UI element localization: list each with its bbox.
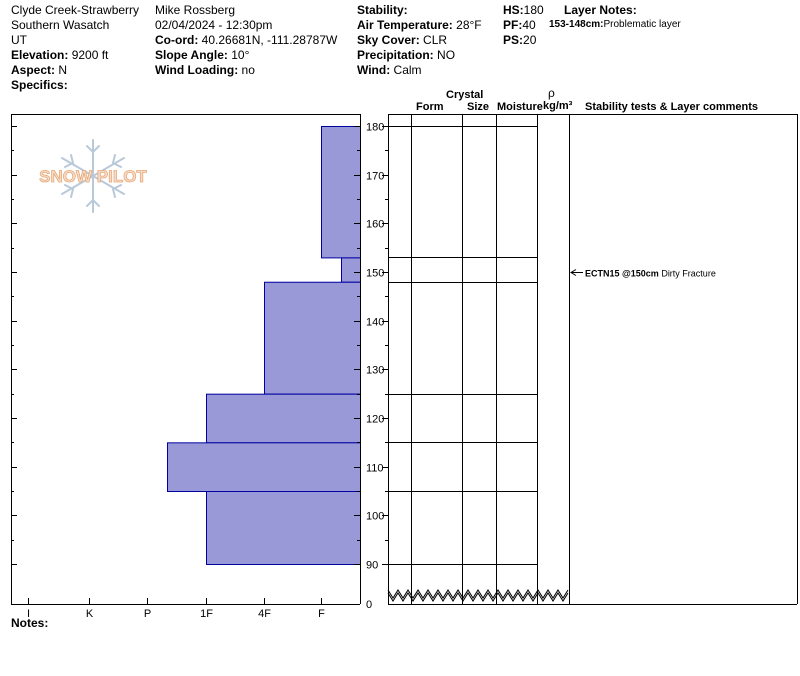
hardness-layer-1 <box>341 257 361 283</box>
col-density: kg/m³ <box>543 100 573 112</box>
xtick-label-K: K <box>86 608 94 620</box>
header-col-conditions: Stability: Air Temperature: 28°F Sky Cov… <box>357 3 482 78</box>
col-moisture: Moisture <box>497 101 543 113</box>
ytick-label-120: 120 <box>366 414 384 426</box>
header-col-snow: HS:180 PF:40 PS:20 <box>503 3 544 48</box>
wind-loading: Wind Loading: no <box>155 63 255 77</box>
hardness-layer-0 <box>321 126 361 259</box>
col-stability-comments: Stability tests & Layer comments <box>585 101 759 113</box>
ytick-label-160: 160 <box>366 219 384 231</box>
ytick-label-180: 180 <box>366 122 384 134</box>
stability-test-comment: Dirty Fracture <box>659 269 716 279</box>
ps: PS:20 <box>503 33 537 47</box>
layer-notes: Layer Notes: <box>564 3 637 18</box>
stability-test-code: ECTN15 @150cm <box>585 269 659 279</box>
axis-break-upper <box>387 589 569 599</box>
snowflake-icon: SNOW PILOT <box>39 139 148 213</box>
air-temperature: Air Temperature: 28°F <box>357 18 482 32</box>
range: Southern Wasatch <box>11 18 110 32</box>
location: Clyde Creek-Strawberry <box>11 3 140 17</box>
notes-label: Notes: <box>11 616 49 630</box>
xtick-label-1F: 1F <box>200 608 213 620</box>
ytick-label-140: 140 <box>366 317 384 329</box>
ytick-label-130: 130 <box>366 365 384 377</box>
observer: Mike Rossberg <box>155 3 236 17</box>
datetime: 02/04/2024 - 12:30pm <box>155 18 273 32</box>
col-rho: ρ <box>548 86 555 100</box>
ytick-label-110: 110 <box>366 463 384 475</box>
ytick-label-break: 0 <box>366 599 372 611</box>
xtick-label-4F: 4F <box>258 608 271 620</box>
state: UT <box>11 33 27 47</box>
axis-break-lower <box>387 592 569 602</box>
col-form: Form <box>416 101 444 113</box>
header-col-site: Clyde Creek-Strawberry Southern Wasatch … <box>11 3 139 93</box>
stability-test-label: ECTN15 @150cm Dirty Fracture <box>585 269 716 279</box>
hs: HS:180 <box>503 3 544 17</box>
aspect: Aspect: N <box>11 63 68 77</box>
xtick-label-P: P <box>144 608 151 620</box>
xtick-label-I: I <box>27 608 30 620</box>
xtick-label-F: F <box>318 608 325 620</box>
sky-cover: Sky Cover: CLR <box>357 33 448 47</box>
hardness-layer-3 <box>206 393 361 444</box>
ytick-label-90: 90 <box>366 560 378 572</box>
arrow-head-icon <box>570 269 577 276</box>
header-col-observer: Mike Rossberg 02/04/2024 - 12:30pm Co-or… <box>155 3 337 78</box>
wind: Wind: Calm <box>357 63 422 77</box>
hardness-layer-2 <box>264 281 361 395</box>
snowpilot-logo: SNOW PILOT <box>32 136 154 216</box>
ytick-label-150: 150 <box>366 268 384 280</box>
coordinates: Co-ord: 40.26681N, -111.28787W <box>155 33 338 47</box>
stability: Stability: <box>357 3 408 17</box>
slope-angle: Slope Angle: 10° <box>155 48 250 62</box>
logo-text: SNOW PILOT <box>39 167 147 186</box>
ytick-label-170: 170 <box>366 171 384 183</box>
col-crystal: Crystal <box>446 89 484 101</box>
hardness-layer-5 <box>206 491 361 565</box>
specifics: Specifics: <box>11 78 68 92</box>
pf: PF:40 <box>503 18 536 32</box>
layer-notes-label: Layer Notes: <box>564 3 637 17</box>
elevation: Elevation: 9200 ft <box>11 48 109 62</box>
layer-note-entry: 153-148cm:Problematic layer <box>549 19 681 30</box>
col-size: Size <box>467 101 490 113</box>
ytick-label-100: 100 <box>366 511 384 523</box>
precipitation: Precipitation: NO <box>357 48 456 62</box>
hardness-layer-4 <box>167 442 361 493</box>
